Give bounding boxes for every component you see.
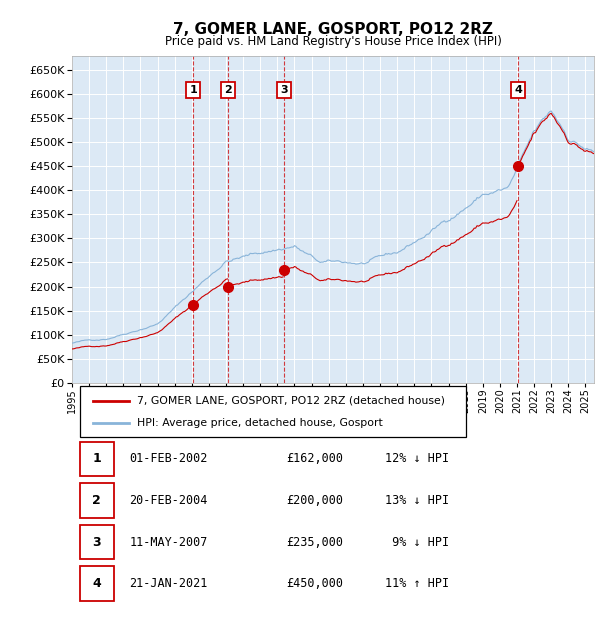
Text: 3: 3	[280, 85, 287, 95]
FancyBboxPatch shape	[80, 386, 466, 437]
Text: 11% ↑ HPI: 11% ↑ HPI	[385, 577, 449, 590]
FancyBboxPatch shape	[80, 441, 114, 476]
Text: 7, GOMER LANE, GOSPORT, PO12 2RZ (detached house): 7, GOMER LANE, GOSPORT, PO12 2RZ (detach…	[137, 396, 445, 406]
Text: 13% ↓ HPI: 13% ↓ HPI	[385, 494, 449, 507]
Text: 1: 1	[190, 85, 197, 95]
Text: £200,000: £200,000	[286, 494, 343, 507]
Text: £450,000: £450,000	[286, 577, 343, 590]
Text: £162,000: £162,000	[286, 453, 343, 466]
FancyBboxPatch shape	[80, 483, 114, 518]
Text: 1: 1	[92, 453, 101, 466]
Text: 21-JAN-2021: 21-JAN-2021	[130, 577, 208, 590]
Text: 4: 4	[514, 85, 522, 95]
Text: 01-FEB-2002: 01-FEB-2002	[130, 453, 208, 466]
Text: 12% ↓ HPI: 12% ↓ HPI	[385, 453, 449, 466]
FancyBboxPatch shape	[80, 525, 114, 559]
Text: Price paid vs. HM Land Registry's House Price Index (HPI): Price paid vs. HM Land Registry's House …	[164, 35, 502, 48]
Text: 7, GOMER LANE, GOSPORT, PO12 2RZ: 7, GOMER LANE, GOSPORT, PO12 2RZ	[173, 22, 493, 37]
Text: 11-MAY-2007: 11-MAY-2007	[130, 536, 208, 549]
Text: 9% ↓ HPI: 9% ↓ HPI	[385, 536, 449, 549]
Text: 4: 4	[92, 577, 101, 590]
Text: HPI: Average price, detached house, Gosport: HPI: Average price, detached house, Gosp…	[137, 418, 383, 428]
Text: £235,000: £235,000	[286, 536, 343, 549]
Text: 2: 2	[224, 85, 232, 95]
Text: 3: 3	[92, 536, 101, 549]
FancyBboxPatch shape	[80, 567, 114, 601]
Text: 2: 2	[92, 494, 101, 507]
Text: 20-FEB-2004: 20-FEB-2004	[130, 494, 208, 507]
